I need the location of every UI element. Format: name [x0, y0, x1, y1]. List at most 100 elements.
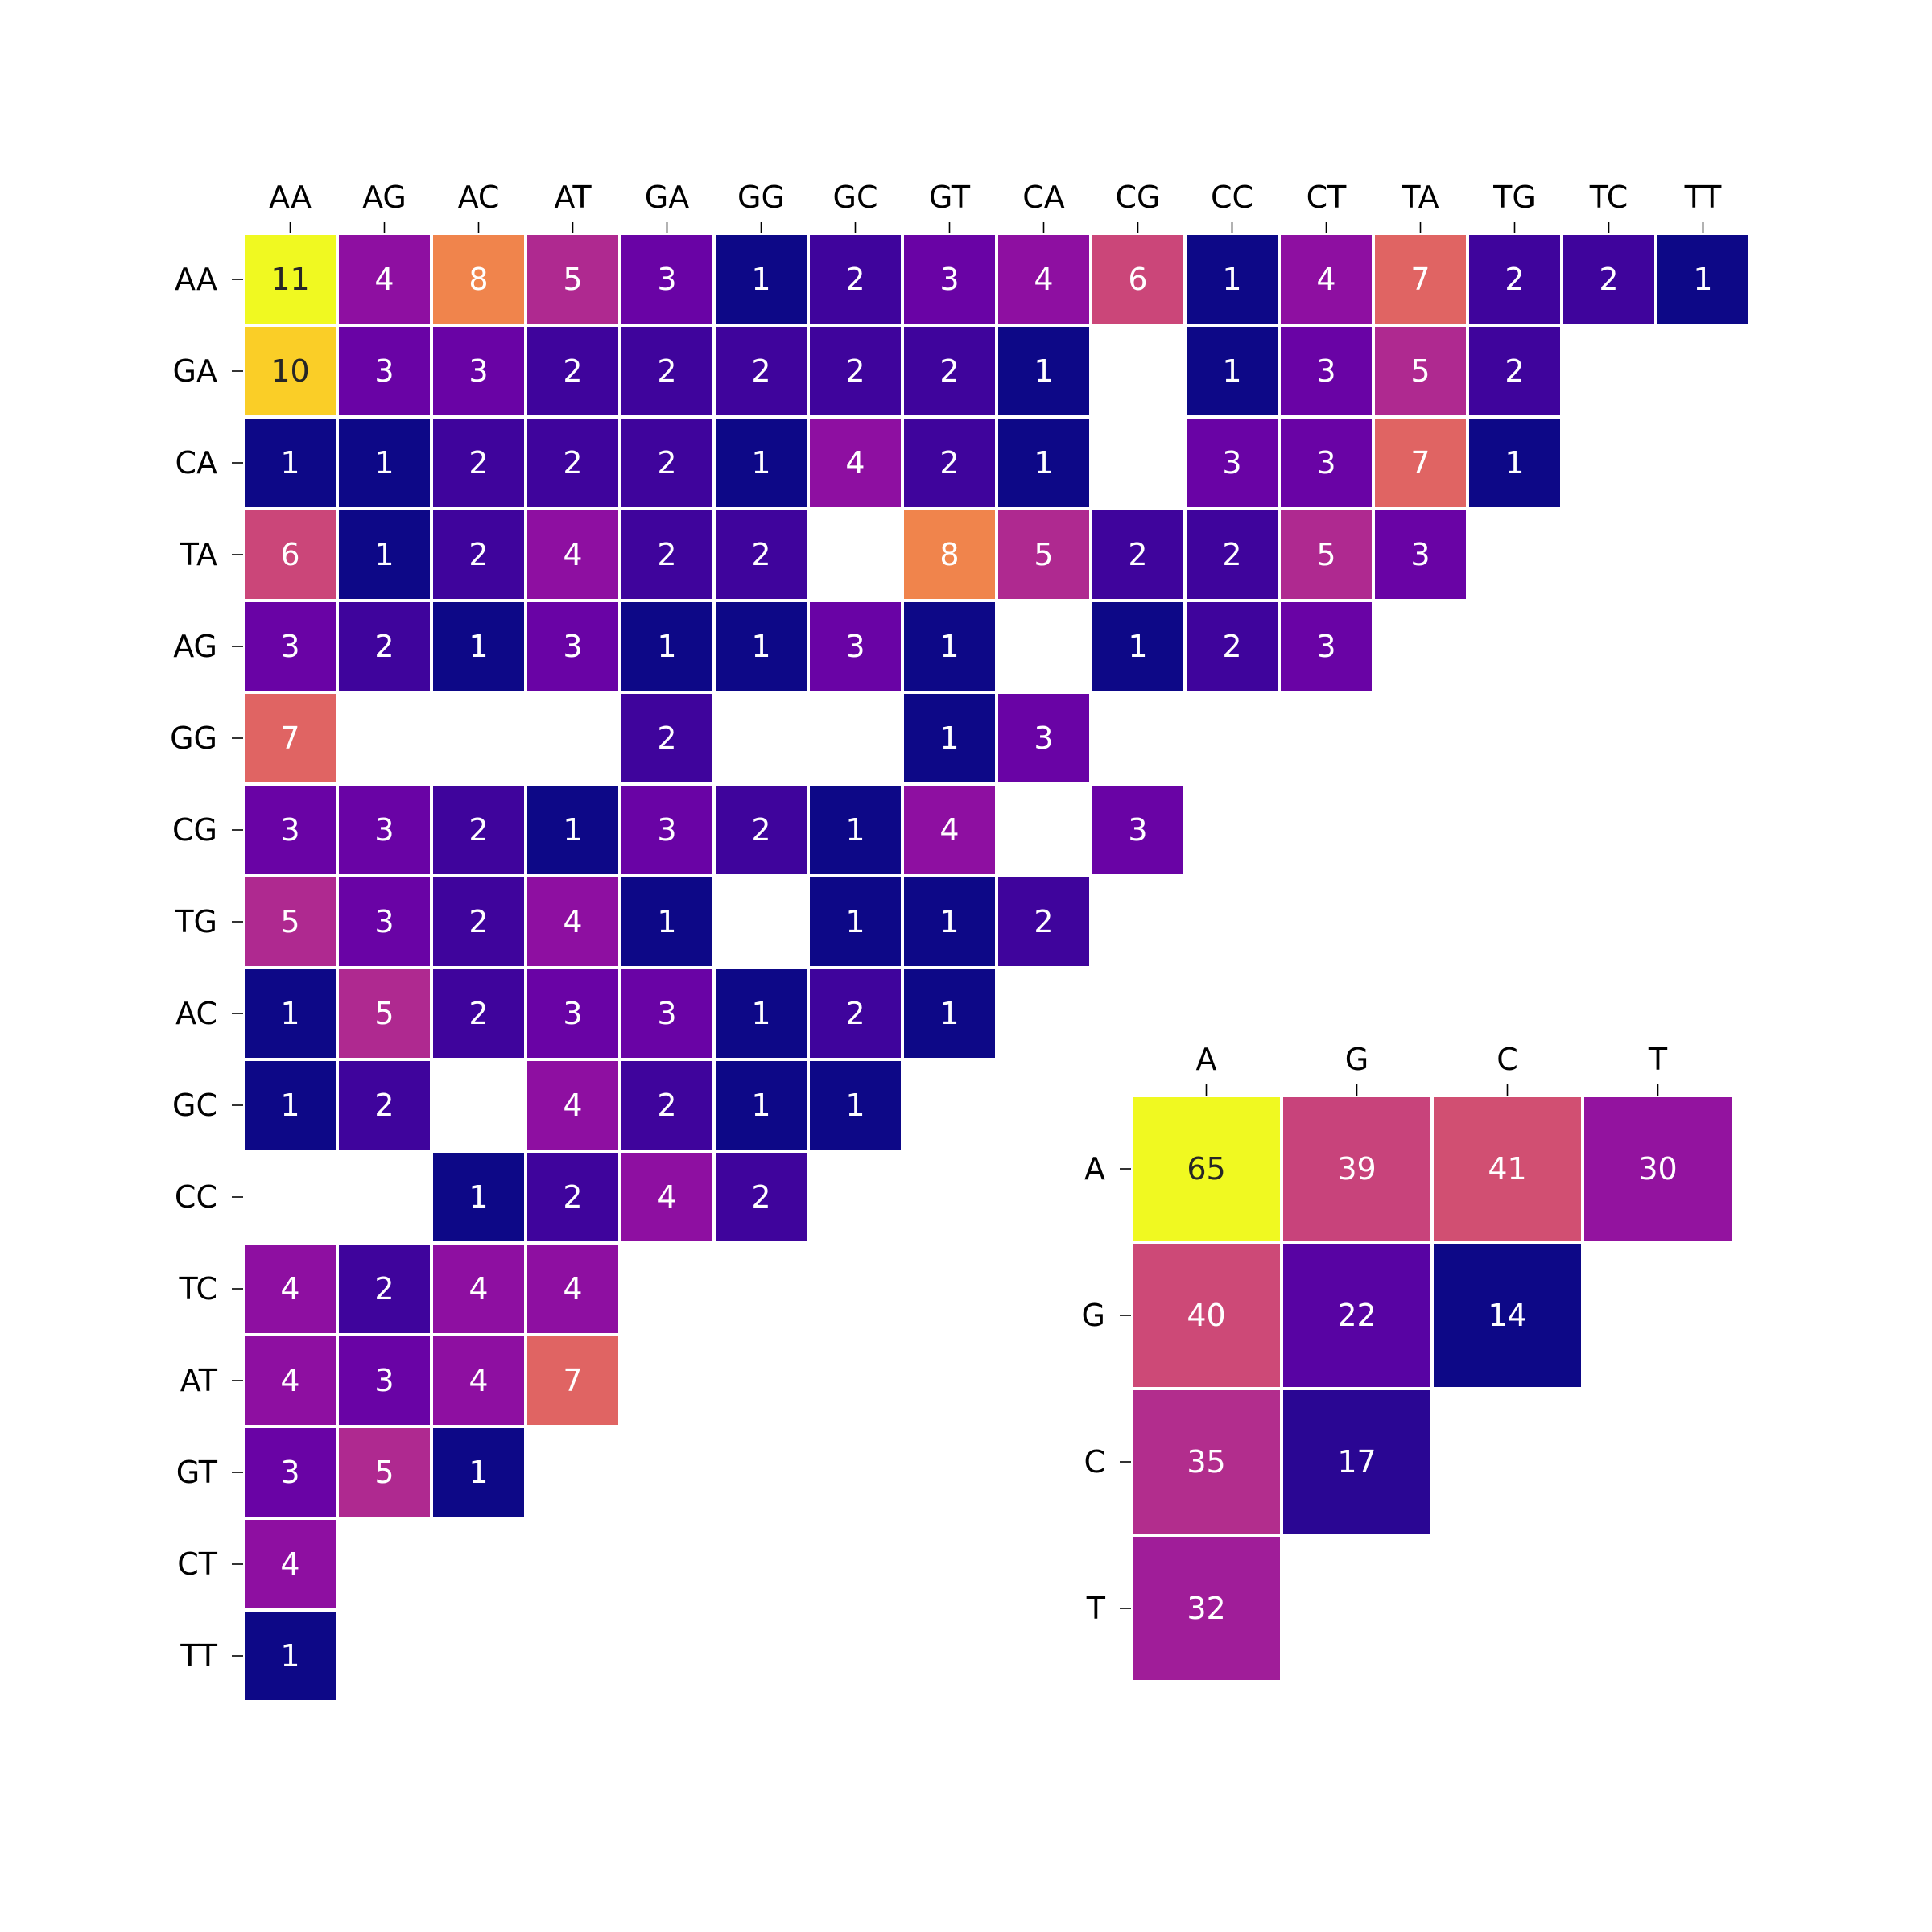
dinucleotide-xtick-label: CC	[1211, 180, 1253, 215]
dinucleotide-ytick-label: AT	[180, 1363, 218, 1398]
dinucleotide-cell-value: 3	[657, 812, 676, 848]
dinucleotide-xtick-label: AG	[362, 180, 407, 215]
dinucleotide-cell-value: 2	[657, 1088, 676, 1123]
dinucleotide-cell-value: 2	[469, 445, 488, 481]
dinucleotide-ytick-label: CC	[175, 1179, 217, 1215]
dinucleotide-cell-value: 2	[845, 996, 865, 1031]
dinucleotide-cell-value: 1	[1505, 445, 1524, 481]
dinucleotide-cell-value: 3	[1222, 445, 1241, 481]
dinucleotide-ytick-label: TT	[180, 1638, 218, 1674]
dinucleotide-cell-value: 3	[1410, 537, 1430, 572]
nucleotide-cell-value: 14	[1488, 1298, 1526, 1333]
nucleotide-xtick-label: T	[1648, 1042, 1668, 1077]
dinucleotide-cell	[904, 969, 995, 1058]
dinucleotide-cell	[621, 694, 712, 782]
dinucleotide-cell-value: 2	[751, 353, 770, 389]
dinucleotide-cell	[245, 877, 336, 966]
dinucleotide-cell	[339, 510, 430, 599]
dinucleotide-cell-value: 1	[280, 1638, 299, 1674]
nucleotide-cell	[1434, 1244, 1581, 1387]
dinucleotide-cell	[810, 877, 901, 966]
dinucleotide-ytick-label: TC	[178, 1271, 217, 1307]
dinucleotide-cell	[245, 1520, 336, 1608]
dinucleotide-cell-value: 2	[1222, 629, 1241, 664]
dinucleotide-cell	[527, 1061, 618, 1150]
dinucleotide-cell	[1281, 510, 1372, 599]
dinucleotide-xtick-label: CT	[1307, 180, 1348, 215]
dinucleotide-cell-value: 4	[1034, 262, 1053, 297]
dinucleotide-cell-value: 3	[1316, 629, 1335, 664]
dinucleotide-cell	[621, 602, 712, 691]
dinucleotide-cell-value: 1	[751, 629, 770, 664]
nucleotide-xtick-label: C	[1496, 1042, 1518, 1077]
dinucleotide-cell-value: 2	[469, 812, 488, 848]
dinucleotide-cell	[527, 235, 618, 324]
dinucleotide-cell-value: 3	[374, 1363, 394, 1398]
dinucleotide-cell-value: 5	[374, 1455, 394, 1490]
dinucleotide-xtick-label: AC	[458, 180, 500, 215]
dinucleotide-cell	[339, 327, 430, 415]
dinucleotide-heatmap: AA AG AC AT GA GG GC GT CA CG CC CT TA TG TC TTAAGACATA…	[170, 180, 1748, 1700]
dinucleotide-cell	[1187, 327, 1278, 415]
dinucleotide-cell	[1187, 235, 1278, 324]
dinucleotide-cell-value: 10	[270, 353, 309, 389]
nucleotide-cell-value: 22	[1337, 1298, 1376, 1333]
dinucleotide-cell-value: 5	[563, 262, 582, 297]
dinucleotide-cell-value: 3	[1034, 720, 1053, 756]
dinucleotide-cell-value: 7	[1410, 445, 1430, 481]
dinucleotide-cell	[527, 1336, 618, 1425]
dinucleotide-cell	[998, 877, 1089, 966]
dinucleotide-xtick-label: GC	[833, 180, 878, 215]
dinucleotide-xtick-label: CA	[1022, 180, 1065, 215]
dinucleotide-cell-value: 1	[1222, 353, 1241, 389]
dinucleotide-ytick-label: CA	[175, 445, 217, 481]
dinucleotide-cell	[1375, 235, 1466, 324]
nucleotide-cell	[1133, 1390, 1280, 1534]
dinucleotide-cell-value: 5	[1410, 353, 1430, 389]
dinucleotide-cell-value: 7	[1410, 262, 1430, 297]
dinucleotide-cell	[810, 602, 901, 691]
dinucleotide-cell	[621, 510, 712, 599]
dinucleotide-cell	[716, 969, 807, 1058]
dinucleotide-cell-value: 3	[563, 996, 582, 1031]
nucleotide-cell-value: 40	[1187, 1298, 1225, 1333]
dinucleotide-cell	[1281, 235, 1372, 324]
dinucleotide-cell-value: 1	[374, 445, 394, 481]
dinucleotide-cell-value: 2	[751, 537, 770, 572]
dinucleotide-cell	[716, 1153, 807, 1241]
dinucleotide-xtick-label: TG	[1492, 180, 1536, 215]
dinucleotide-cell-value: 4	[563, 537, 582, 572]
nucleotide-cell	[1283, 1390, 1430, 1534]
dinucleotide-cell-value: 5	[1316, 537, 1335, 572]
dinucleotide-cell	[527, 419, 618, 507]
dinucleotide-cell-value: 4	[845, 445, 865, 481]
dinucleotide-cell-value: 8	[469, 262, 488, 297]
dinucleotide-cell-value: 4	[563, 1271, 582, 1307]
dinucleotide-cell	[621, 877, 712, 966]
dinucleotide-ytick-label: GT	[176, 1455, 218, 1490]
dinucleotide-cell	[245, 1336, 336, 1425]
dinucleotide-cell	[245, 1061, 336, 1150]
dinucleotide-cell	[810, 969, 901, 1058]
dinucleotide-cell	[339, 877, 430, 966]
dinucleotide-cell	[433, 1428, 524, 1517]
dinucleotide-cell	[527, 327, 618, 415]
dinucleotide-cell	[245, 1612, 336, 1700]
dinucleotide-cell-value: 3	[1316, 445, 1335, 481]
dinucleotide-cell-value: 2	[1505, 353, 1524, 389]
dinucleotide-cell	[433, 510, 524, 599]
dinucleotide-cell-value: 1	[939, 720, 959, 756]
dinucleotide-cell	[998, 235, 1089, 324]
nucleotide-cell-value: 35	[1187, 1444, 1225, 1480]
dinucleotide-cell	[245, 510, 336, 599]
dinucleotide-cell	[1375, 327, 1466, 415]
dinucleotide-cell-value: 2	[657, 353, 676, 389]
dinucleotide-cell	[339, 786, 430, 874]
dinucleotide-cell-value: 4	[280, 1363, 299, 1398]
dinucleotide-cell	[716, 602, 807, 691]
dinucleotide-cell-value: 1	[657, 629, 676, 664]
dinucleotide-cell	[1092, 602, 1183, 691]
dinucleotide-cell-value: 2	[939, 353, 959, 389]
dinucleotide-cell-value: 1	[845, 812, 865, 848]
